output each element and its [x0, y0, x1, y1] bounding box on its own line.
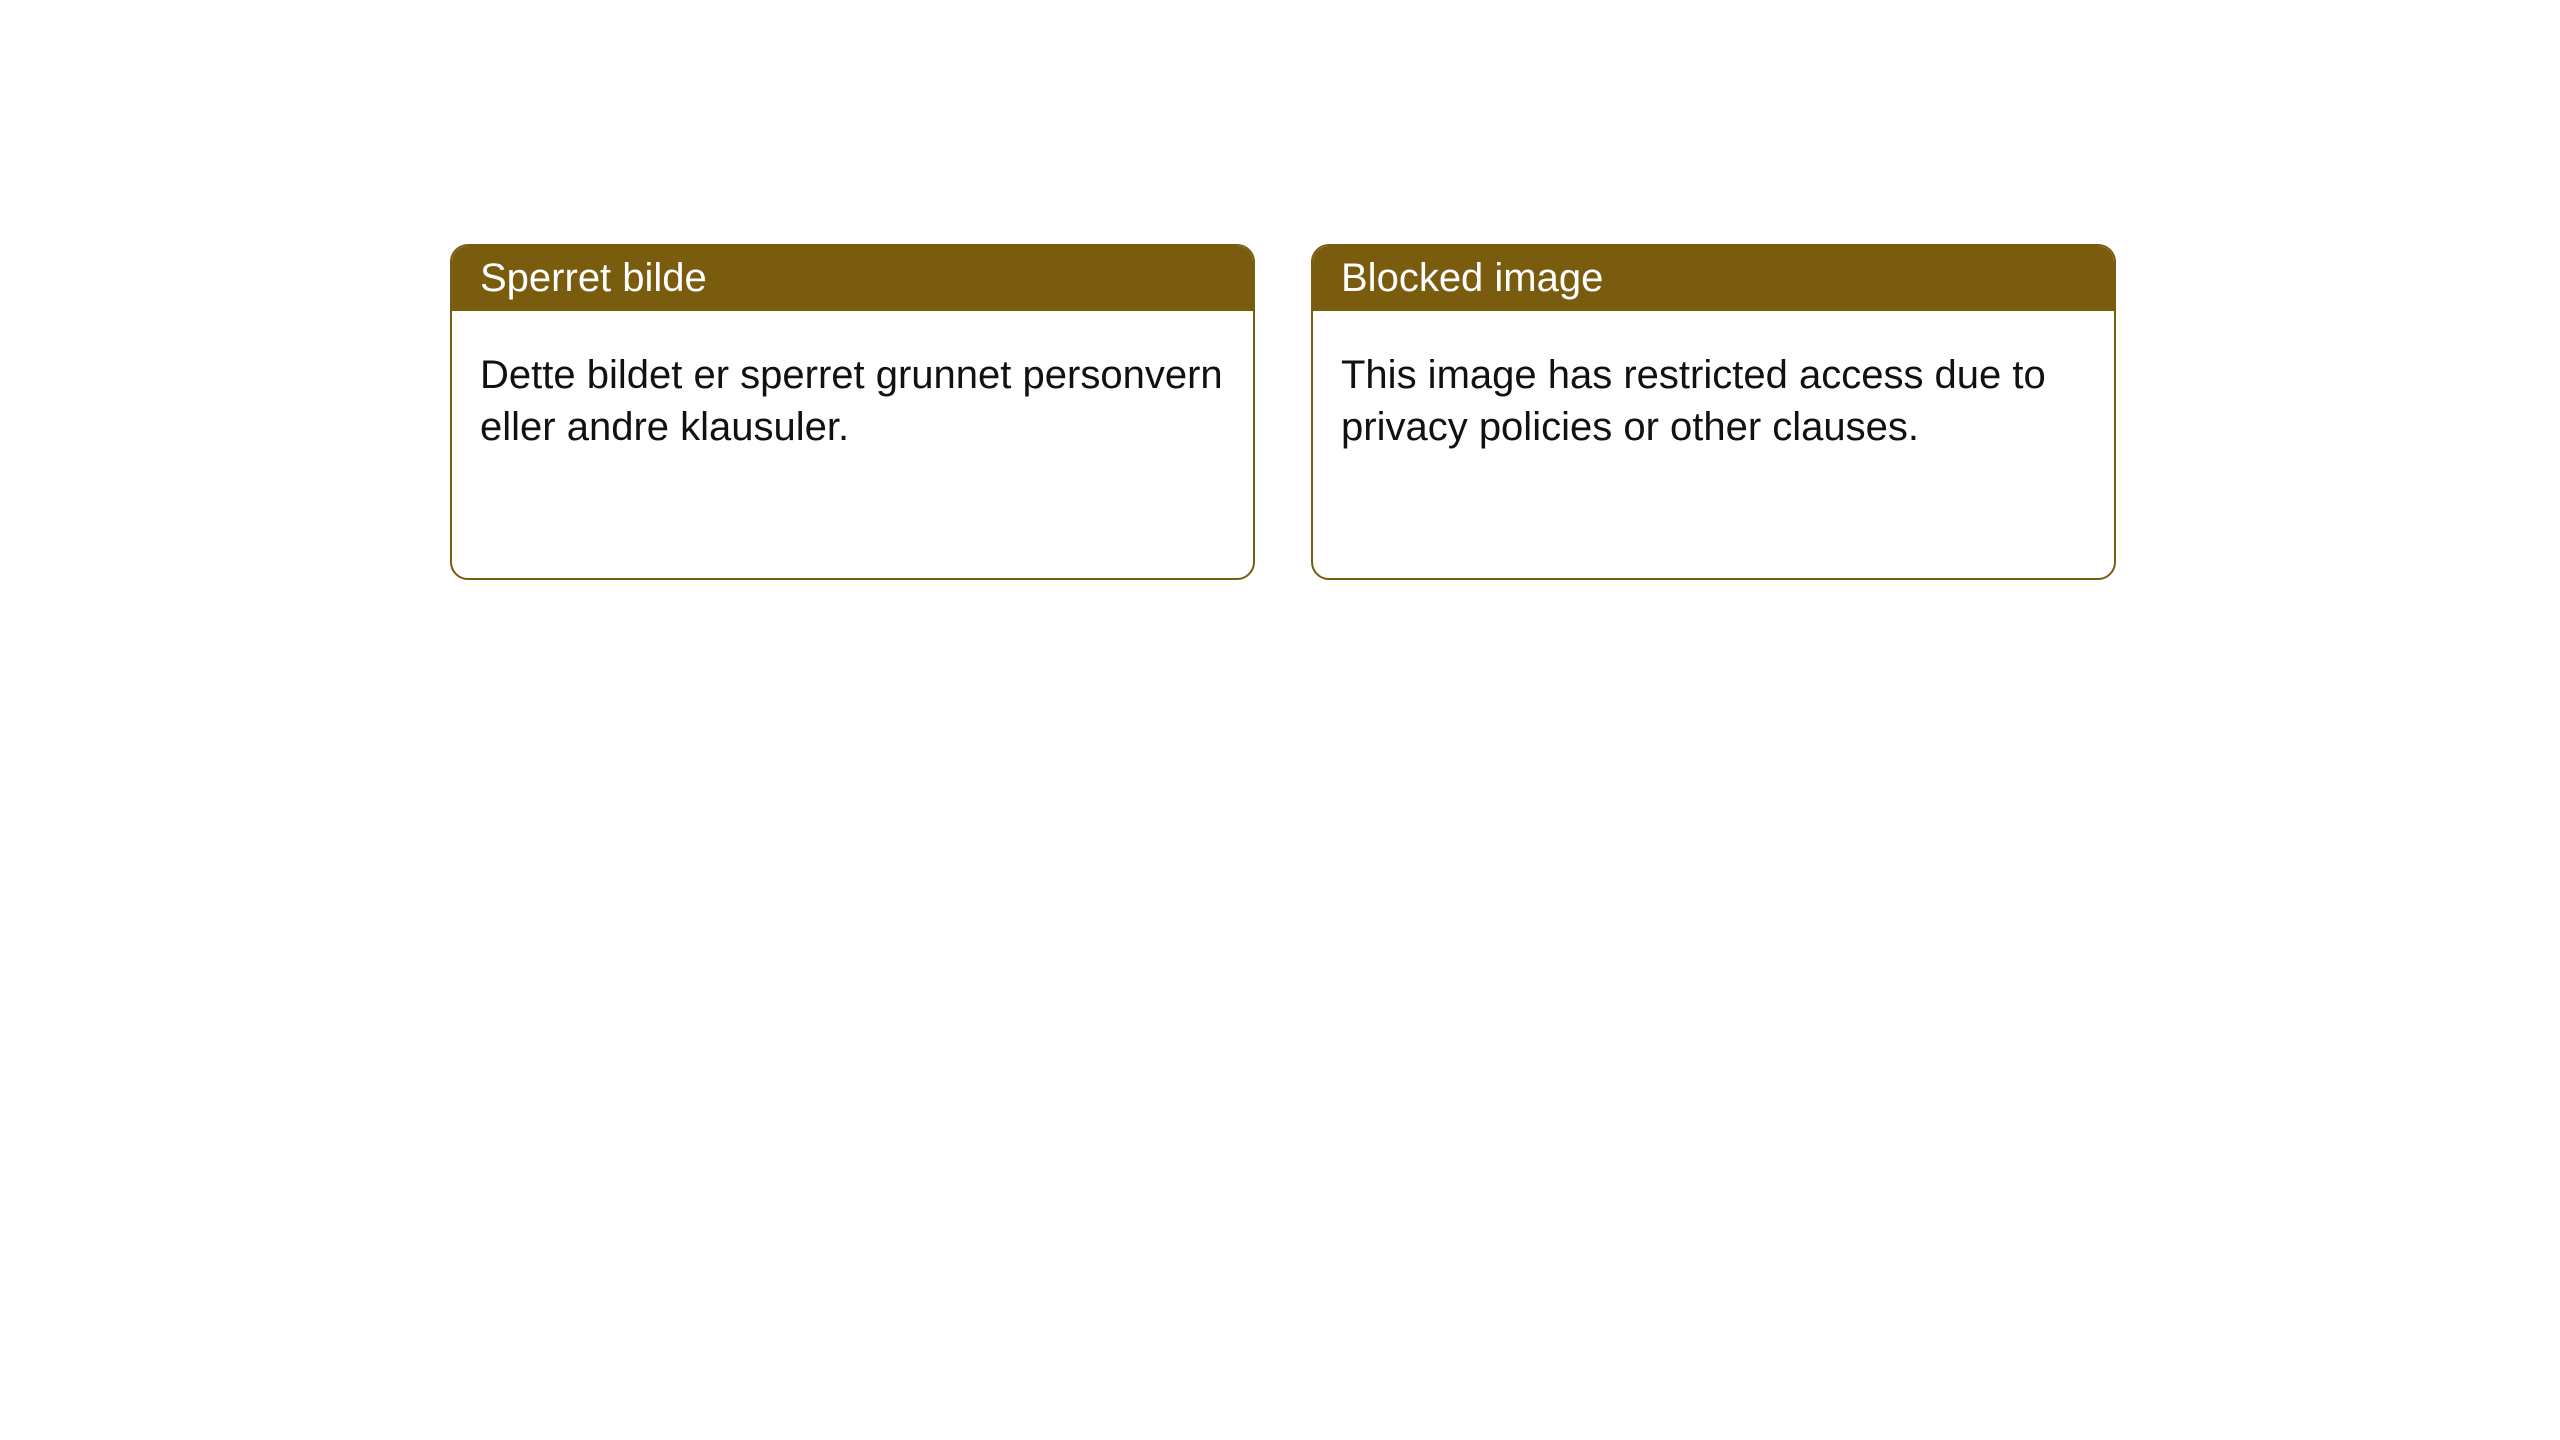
notice-container: Sperret bilde Dette bildet er sperret gr…	[0, 0, 2560, 580]
notice-body: Dette bildet er sperret grunnet personve…	[452, 311, 1253, 491]
notice-title: Sperret bilde	[452, 246, 1253, 311]
notice-body: This image has restricted access due to …	[1313, 311, 2114, 491]
notice-title: Blocked image	[1313, 246, 2114, 311]
notice-box-norwegian: Sperret bilde Dette bildet er sperret gr…	[450, 244, 1255, 580]
notice-box-english: Blocked image This image has restricted …	[1311, 244, 2116, 580]
